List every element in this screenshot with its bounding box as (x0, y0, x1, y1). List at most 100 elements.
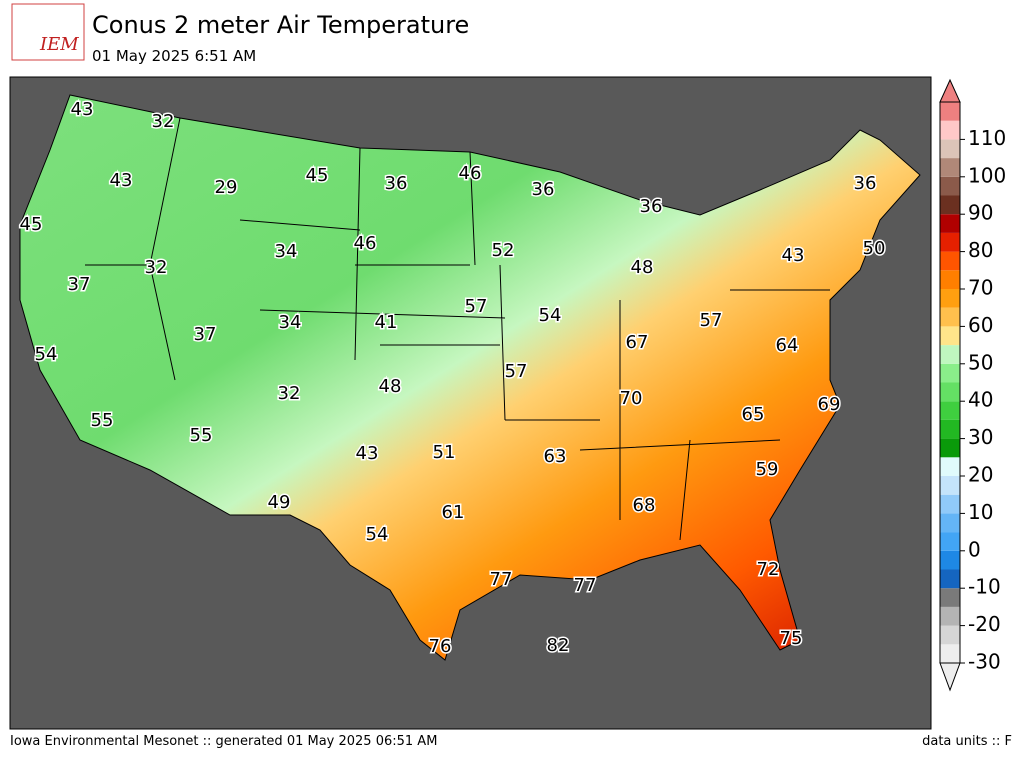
colorbar-tick-label: -30 (968, 650, 1001, 674)
logo-box (11, 3, 85, 61)
colorbar-segment (940, 606, 960, 626)
temperature-label: 36 (854, 173, 877, 194)
state-borders (85, 117, 830, 541)
colorbar-outline (939, 101, 961, 664)
temperature-label: 57 (505, 361, 528, 382)
colorbar-tick-label: 0 (968, 537, 981, 561)
colorbar-segment (940, 494, 960, 514)
temperature-label: 48 (631, 257, 654, 278)
temperature-label: 70 (620, 388, 643, 409)
colorbar-segment (940, 251, 960, 271)
temperature-label: 75 (780, 628, 803, 649)
colorbar-tick-label: -10 (968, 575, 1001, 599)
colorbar-segment (940, 102, 960, 121)
temperature-label: 55 (91, 410, 114, 431)
temperature-label: 46 (354, 233, 377, 254)
colorbar-segment (940, 307, 960, 327)
temperature-label: 72 (757, 559, 780, 580)
temperature-label: 41 (375, 312, 398, 333)
colorbar-segment (940, 476, 960, 495)
colorbar-segment (940, 382, 960, 402)
temperature-label: 67 (626, 332, 649, 353)
logo: IEM (39, 34, 79, 55)
colorbar-segment (940, 176, 960, 196)
temperature-label: 43 (356, 443, 379, 464)
temperature-label: 43 (782, 245, 805, 266)
temperature-label: 43 (71, 99, 94, 120)
colorbar-segment (940, 419, 960, 439)
colorbar-tick-label: 20 (968, 463, 993, 487)
footer-right: data units :: F (922, 734, 1012, 749)
colorbar-cap-top (939, 78, 961, 103)
temperature-label: 69 (818, 394, 841, 415)
temperature-label: 32 (278, 383, 301, 404)
temperature-label: 36 (532, 179, 555, 200)
temperature-label: 50 (863, 238, 886, 259)
temperature-label: 76 (429, 636, 452, 657)
conus-field (19, 94, 921, 661)
temperature-label: 77 (490, 569, 513, 590)
colorbar-segment (940, 158, 960, 177)
colorbar-tick-label: 30 (968, 425, 993, 449)
colorbar-segment (940, 569, 960, 589)
temperature-label: 32 (152, 111, 175, 132)
colorbar-tick-label: 110 (968, 126, 1006, 150)
colorbar-tick-label: 90 (968, 201, 993, 225)
colorbar-tick-label: 70 (968, 276, 993, 300)
colorbar-segment (940, 644, 960, 663)
temperature-label: 57 (700, 310, 723, 331)
temperature-label: 64 (776, 335, 799, 356)
colorbar-segment (940, 625, 960, 645)
temperature-label: 59 (756, 459, 779, 480)
temperature-label: 68 (633, 495, 656, 516)
temperature-label: 55 (190, 425, 213, 446)
colorbar-tick-label: 60 (968, 313, 993, 337)
temperature-label: 54 (366, 524, 389, 545)
temperature-label: 37 (68, 274, 91, 295)
colorbar-segment (940, 214, 960, 233)
temperature-label: 36 (385, 173, 408, 194)
colorbar-segment (940, 345, 960, 364)
colorbar-segment (940, 588, 960, 607)
colorbar-segment (940, 532, 960, 551)
colorbar-segment (940, 513, 960, 533)
colorbar-tick-label: 10 (968, 500, 993, 524)
subtitle: 01 May 2025 6:51 AM (92, 47, 256, 65)
temperature-label: 29 (215, 177, 238, 198)
temperature-label: 34 (279, 312, 302, 333)
colorbar-segment (940, 195, 960, 215)
temperature-label: 51 (433, 442, 456, 463)
colorbar-segment (940, 139, 960, 159)
colorbar-segment (940, 120, 960, 140)
colorbar-tick-label: 40 (968, 388, 993, 412)
colorbar-tick-label: 50 (968, 350, 993, 374)
temperature-label: 57 (465, 296, 488, 317)
temperature-label: 43 (110, 170, 133, 191)
temperature-label: 49 (268, 492, 291, 513)
colorbar-segment (940, 270, 960, 289)
colorbar-segment (940, 457, 960, 476)
colorbar-segment (940, 232, 960, 252)
temperature-label: 46 (459, 163, 482, 184)
colorbar-segment (940, 326, 960, 346)
temperature-label: 37 (194, 324, 217, 345)
temperature-label: 36 (640, 196, 663, 217)
title: Conus 2 meter Air Temperature (92, 11, 469, 39)
temperature-label: 82 (547, 635, 570, 656)
colorbar-tick-label: -20 (968, 612, 1001, 636)
footer-left: Iowa Environmental Mesonet :: generated … (10, 734, 437, 749)
temperature-label: 54 (35, 344, 58, 365)
colorbar-segment (940, 289, 960, 308)
colorbar-segment (940, 438, 960, 458)
colorbar-tick-label: 80 (968, 238, 993, 262)
colorbar-segment (940, 363, 960, 383)
colorbar-cap-bottom (939, 662, 961, 692)
temperature-label: 61 (442, 502, 465, 523)
temperature-label: 52 (492, 240, 515, 261)
temperature-label: 65 (742, 404, 765, 425)
temperature-label: 54 (539, 305, 562, 326)
temperature-label: 77 (574, 575, 597, 596)
temperature-label: 48 (379, 376, 402, 397)
